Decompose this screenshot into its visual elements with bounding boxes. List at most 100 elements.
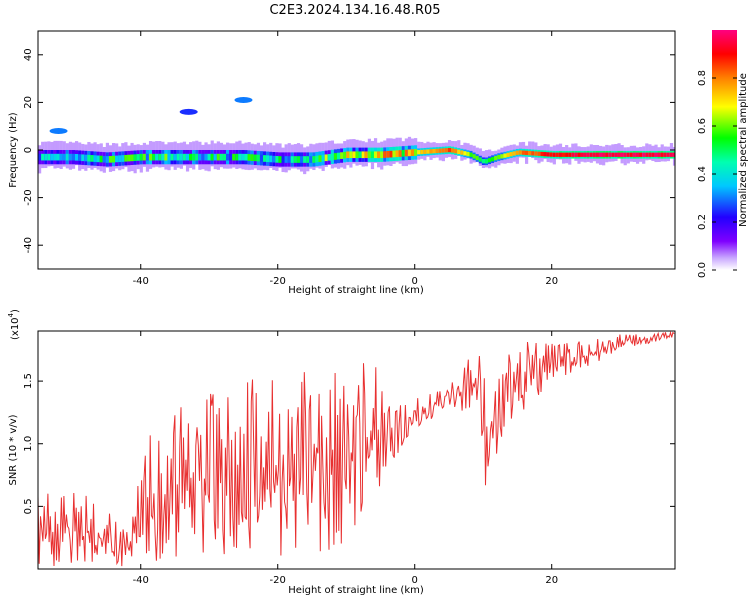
heat-cell: [74, 153, 79, 161]
heat-cell: [531, 151, 535, 156]
heat-cell: [635, 152, 640, 157]
heat-cell: [195, 153, 199, 161]
heat-cell: [346, 151, 350, 159]
heat-cell: [340, 152, 344, 159]
heat-cell: [315, 155, 319, 163]
heat-cell: [50, 153, 54, 161]
heat-cell: [222, 153, 227, 161]
heat-cell: [583, 152, 587, 157]
heat-cell: [219, 153, 224, 161]
svg-text:(x104): (x104): [7, 309, 21, 340]
x-tick-label: -20: [270, 276, 286, 287]
heat-cell: [232, 153, 236, 161]
heat-cell: [598, 152, 603, 157]
heat-cell: [447, 147, 452, 153]
heat-cell: [478, 157, 482, 162]
heat-cell: [512, 151, 516, 156]
heat-cell: [81, 154, 85, 162]
heat-cell: [247, 154, 251, 161]
heat-cell: [420, 149, 424, 155]
heat-cell: [176, 153, 180, 161]
heat-cell: [457, 140, 461, 156]
heat-cell: [272, 155, 276, 163]
heat-cell: [410, 149, 415, 156]
heat-cell: [577, 152, 581, 157]
heat-cell: [614, 152, 618, 157]
heat-cell: [580, 152, 584, 157]
heat-cell: [441, 148, 445, 153]
y-tick-label: 0: [23, 147, 34, 153]
heat-cell: [626, 152, 630, 157]
heat-cell: [617, 143, 621, 158]
heat-cell: [343, 151, 347, 159]
heat-cell: [503, 153, 507, 158]
heat-cell: [284, 156, 288, 163]
heat-cell: [130, 154, 134, 162]
colorbar-gradient: [712, 30, 737, 270]
heat-cell: [250, 154, 254, 161]
heat-cell: [93, 155, 97, 162]
snr-scale-label: (x104): [7, 309, 21, 340]
heat-cell: [426, 149, 430, 154]
heat-cell: [444, 148, 449, 153]
heat-cell: [475, 155, 479, 161]
heat-cell: [324, 154, 328, 162]
heat-cell: [666, 152, 670, 157]
heat-cell: [185, 153, 190, 161]
heat-cell: [179, 153, 183, 161]
heat-cell: [330, 153, 335, 161]
heat-cell: [574, 152, 578, 157]
heat-cell: [654, 152, 658, 157]
heat-cell: [605, 152, 609, 157]
heat-cell: [115, 155, 119, 163]
heat-cell: [65, 153, 69, 161]
heat-cell: [41, 153, 45, 161]
heat-cell: [435, 148, 439, 154]
heat-cell: [312, 156, 316, 163]
heat-cell: [546, 152, 550, 157]
heat-cell: [432, 149, 436, 154]
x-tick-label: -20: [270, 575, 286, 586]
snr-ylabel: SNR (10 * v/v): [8, 414, 19, 485]
heat-cell: [509, 152, 513, 157]
heat-cell: [127, 154, 131, 162]
heat-cell: [364, 151, 368, 159]
heat-cell: [454, 149, 458, 154]
colorbar-tick-label: 0.6: [697, 118, 708, 134]
heat-cell: [192, 153, 196, 161]
heat-cell: [266, 155, 270, 163]
colorbar: 0.0 0.2 0.4 0.6 0.8 Normalized spectral ampl…: [697, 30, 749, 278]
heat-cell: [639, 152, 643, 157]
y-tick-label: 1.0: [23, 436, 34, 452]
heat-cell: [309, 156, 313, 163]
heat-cell: [389, 150, 393, 158]
heat-cell: [189, 153, 193, 161]
heat-cell: [136, 154, 140, 161]
heat-cell: [121, 155, 125, 162]
heat-cell: [611, 152, 615, 157]
heat-cell: [158, 153, 162, 161]
heat-cell: [306, 156, 310, 163]
heat-cell: [558, 152, 563, 157]
heat-cell: [182, 153, 187, 161]
heat-cell: [565, 152, 569, 157]
heat-cell: [549, 152, 553, 157]
heat-cell: [438, 148, 442, 153]
x-tick-label: -40: [133, 575, 149, 586]
heat-cell: [398, 150, 402, 157]
heat-cell: [263, 155, 267, 162]
heat-cell: [161, 153, 165, 161]
heat-cell: [90, 155, 94, 162]
heat-cell: [44, 153, 48, 161]
heat-cell: [241, 153, 245, 161]
colorbar-tick-label: 0.0: [697, 262, 708, 278]
heat-cell: [429, 149, 433, 154]
spectrogram-panel: -40 -20 0 20 -40 -20 0 20 40 Height of straight…: [8, 30, 676, 296]
heat-cell: [170, 153, 174, 161]
heat-cell: [259, 154, 264, 162]
heat-cell: [201, 153, 205, 161]
heat-cell: [275, 156, 279, 163]
heat-cell: [124, 154, 128, 162]
heat-cell: [226, 153, 230, 161]
heat-cell: [660, 152, 664, 157]
